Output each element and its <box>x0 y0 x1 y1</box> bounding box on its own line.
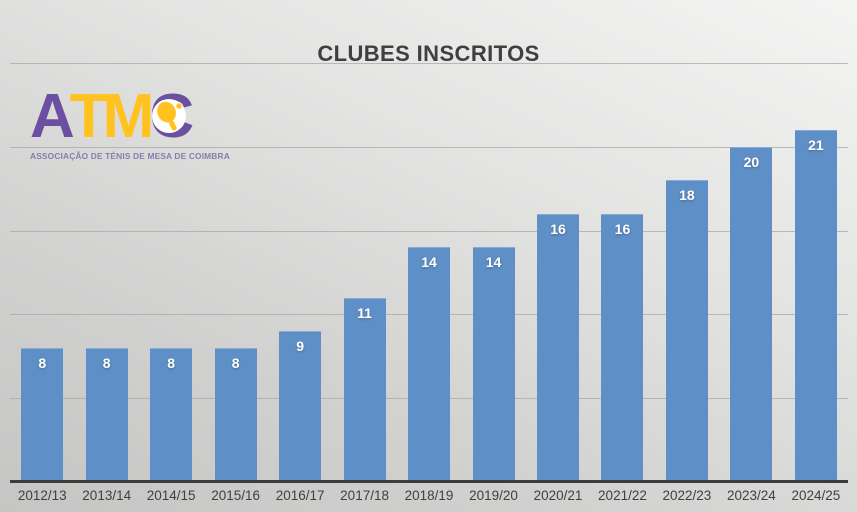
bar-2022-23: 18 <box>665 180 708 482</box>
x-axis-label: 2019/20 <box>469 488 518 503</box>
table-tennis-paddle-icon <box>152 99 186 133</box>
bar-value-label: 8 <box>102 354 111 371</box>
bar-2021-22: 16 <box>601 213 644 482</box>
x-axis-label: 2014/15 <box>146 488 196 503</box>
chart-title: CLUBES INSCRITOS <box>317 41 540 66</box>
bar-slot: 14 <box>461 63 525 482</box>
bars-row: 8 8 8 8 9 11 14 14 16 16 18 20 21 <box>10 63 848 482</box>
logo-letters: ATMC <box>30 86 230 148</box>
bar-slot: 8 <box>203 63 267 482</box>
bar-value-label: 18 <box>679 187 695 204</box>
logo-letter-A: A <box>30 82 75 151</box>
bar-2012-13: 8 <box>21 347 64 482</box>
bar-slot: 8 <box>74 63 138 482</box>
gridline-25 <box>10 63 848 64</box>
x-axis-label: 2017/18 <box>340 488 389 503</box>
bar-value-label: 9 <box>296 338 304 355</box>
x-axis-line <box>10 480 848 483</box>
plot-area: 8 8 8 8 9 11 14 14 16 16 18 20 21 <box>10 63 848 482</box>
bar-slot: 8 <box>139 63 203 482</box>
bar-slot: 21 <box>784 63 848 482</box>
bar-slot: 11 <box>332 63 396 482</box>
x-axis-label: 2016/17 <box>275 488 325 503</box>
bar-value-label: 14 <box>421 254 437 271</box>
bar-2013-14: 8 <box>85 347 128 482</box>
bar-value-label: 14 <box>485 254 502 271</box>
bar-slot: 20 <box>719 63 783 482</box>
bar-2020-21: 16 <box>536 213 579 482</box>
bar-value-label: 8 <box>231 354 240 371</box>
bar-2017-18: 11 <box>343 297 386 482</box>
x-axis-labels: 2012/13 2013/14 2014/15 2015/16 2016/17 2017/… <box>10 488 848 503</box>
bar-2024-25: 21 <box>794 130 837 482</box>
bar-2019-20: 14 <box>472 247 515 482</box>
gridline-20 <box>10 146 848 148</box>
x-axis-label: 2024/25 <box>791 488 841 503</box>
x-axis-label: 2015/16 <box>211 488 261 503</box>
bar-value-label: 11 <box>357 304 372 321</box>
bar-slot: 14 <box>397 63 461 482</box>
x-axis-label: 2018/19 <box>404 488 454 503</box>
bar-2015-16: 8 <box>214 347 257 482</box>
atmc-logo: ATMC ASSOCIAÇÃO DE TÉNIS DE MESA DE COIM… <box>30 86 230 162</box>
logo-subtitle: ASSOCIAÇÃO DE TÉNIS DE MESA DE COIMBRA <box>30 151 230 161</box>
x-axis-label: 2013/14 <box>82 488 132 503</box>
bar-value-label: 21 <box>808 137 824 154</box>
bar-2018-19: 14 <box>408 247 451 482</box>
x-axis-label: 2020/21 <box>533 488 583 503</box>
bar-2014-15: 8 <box>150 347 193 482</box>
bar-2016-17: 9 <box>279 331 322 482</box>
x-axis-label: 2023/24 <box>726 488 776 503</box>
bar-value-label: 16 <box>614 220 631 237</box>
x-axis-label: 2012/13 <box>17 488 67 503</box>
bar-value-label: 8 <box>38 354 47 371</box>
x-axis-label: 2021/22 <box>598 488 647 503</box>
bar-2023-24: 20 <box>730 146 773 482</box>
bar-slot: 8 <box>10 63 74 482</box>
bar-value-label: 20 <box>743 153 760 170</box>
gridline-15 <box>10 230 848 232</box>
logo-letter-T: T <box>69 82 108 151</box>
bar-slot: 16 <box>590 63 654 482</box>
bar-slot: 16 <box>526 63 590 482</box>
logo-letter-M: M <box>102 82 155 151</box>
x-axis-label: 2022/23 <box>662 488 712 503</box>
bar-value-label: 8 <box>167 354 176 371</box>
bar-slot: 9 <box>268 63 332 482</box>
bar-value-label: 16 <box>550 220 566 237</box>
bar-slot: 18 <box>655 63 719 482</box>
